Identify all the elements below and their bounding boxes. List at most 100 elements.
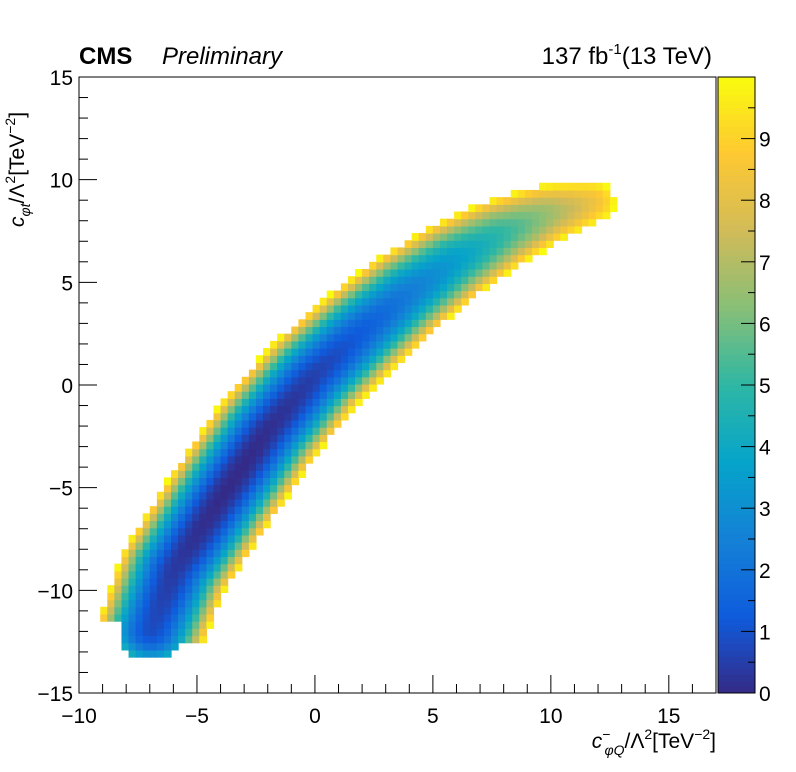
heatmap-cell	[383, 268, 392, 277]
heatmap-cell	[510, 240, 519, 249]
heatmap-cell	[447, 276, 455, 284]
heatmap-cell	[362, 312, 370, 320]
heatmap-cell	[227, 434, 236, 443]
y-title-unit: [TeV	[6, 134, 29, 176]
heatmap-cell	[199, 527, 207, 536]
heatmap-cell	[369, 355, 377, 364]
heatmap-cell	[312, 319, 321, 328]
heatmap-cell	[199, 606, 207, 615]
heatmap-cell	[149, 513, 158, 522]
color-bar-segment	[718, 662, 755, 669]
heatmap-cell	[121, 578, 130, 586]
heatmap-cell	[468, 240, 476, 249]
heatmap-cell	[482, 211, 491, 220]
heatmap-cell	[255, 484, 264, 493]
heatmap-cell	[475, 276, 484, 284]
heatmap-cell	[213, 527, 222, 536]
heatmap-cell	[376, 297, 384, 306]
color-bar-segment	[718, 255, 755, 263]
heatmap-cell	[234, 391, 243, 399]
y-tick-label: 15	[50, 67, 73, 90]
heatmap-cell	[121, 635, 130, 644]
color-bar-segment	[718, 434, 755, 441]
heatmap-cell	[355, 391, 363, 399]
heatmap-cell	[340, 398, 349, 407]
heatmap-cell	[255, 427, 264, 435]
heatmap-cell	[390, 276, 399, 284]
heatmap-cell	[199, 599, 207, 608]
heatmap-cell	[546, 204, 554, 213]
heatmap-cell	[503, 268, 512, 277]
heatmap-cell	[142, 542, 151, 550]
heatmap-cell	[206, 463, 215, 471]
heatmap-cell	[298, 427, 307, 435]
heatmap-cell	[482, 204, 491, 213]
heatmap-cell	[439, 297, 448, 306]
heatmap-cell	[510, 218, 519, 227]
heatmap-cell	[362, 369, 370, 378]
heatmap-cell	[284, 369, 292, 378]
heatmap-cell	[241, 477, 250, 486]
heatmap-cell	[142, 570, 151, 579]
heatmap-cell	[291, 441, 300, 450]
heatmap-cell	[553, 204, 561, 213]
heatmap-cell	[418, 254, 427, 263]
heatmap-cell	[326, 312, 335, 320]
heatmap-cell	[468, 261, 476, 270]
heatmap-cell	[185, 606, 193, 615]
heatmap-cell	[241, 391, 250, 399]
heatmap-cell	[503, 197, 512, 205]
heatmap-cell	[312, 312, 321, 320]
heatmap-cell	[135, 606, 144, 615]
heatmap-cell	[142, 527, 151, 536]
heatmap-cell	[163, 649, 172, 658]
heatmap-cell	[305, 412, 314, 421]
color-bar-segment	[718, 403, 755, 411]
color-bar-segment	[718, 378, 755, 386]
heatmap-cell	[454, 304, 462, 313]
heatmap-cell	[326, 304, 335, 313]
heatmap-cell	[369, 333, 377, 342]
heatmap-cell	[524, 204, 533, 213]
heatmap-cell	[234, 441, 243, 450]
heatmap-cell	[206, 527, 215, 536]
heatmap-cell	[192, 570, 200, 579]
heatmap-cell	[156, 570, 165, 579]
y-title-unit-close: ]	[6, 112, 29, 118]
heatmap-cell	[319, 398, 328, 407]
heatmap-cell	[185, 585, 193, 593]
heatmap-cell	[340, 283, 349, 292]
color-bar-segment	[718, 643, 755, 651]
color-bar-segment	[718, 311, 755, 318]
x-tick-label: 15	[657, 705, 680, 728]
heatmap-cell	[369, 297, 377, 306]
color-bar-segment	[718, 181, 755, 189]
color-bar-segment	[718, 323, 755, 331]
x-tick-label: 5	[427, 705, 439, 728]
heatmap-cell	[312, 376, 321, 385]
heatmap-cell	[298, 470, 307, 478]
heatmap-cell	[234, 520, 243, 529]
heatmap-cell	[305, 405, 314, 414]
heatmap-cell	[347, 304, 356, 313]
heatmap-cell	[340, 304, 349, 313]
heatmap-cell	[531, 225, 540, 234]
heatmap-cell	[156, 585, 165, 593]
color-bar-segment	[718, 218, 755, 226]
heatmap-cell	[489, 254, 498, 263]
heatmap-cell	[425, 261, 434, 270]
heatmap-cell	[199, 463, 207, 471]
heatmap-cell	[241, 427, 250, 435]
heatmap-cell	[156, 520, 165, 529]
heatmap-cell	[206, 477, 215, 486]
heatmap-cell	[489, 240, 498, 249]
heatmap-cell	[418, 297, 427, 306]
heatmap-cell	[340, 405, 349, 414]
heatmap-cell	[609, 197, 618, 205]
heatmap-cell	[220, 506, 229, 514]
heatmap-cell	[517, 189, 526, 198]
heatmap-cell	[376, 348, 384, 356]
heatmap-cell	[185, 448, 193, 457]
heatmap-cell	[432, 304, 441, 313]
heatmap-cell	[255, 419, 264, 428]
